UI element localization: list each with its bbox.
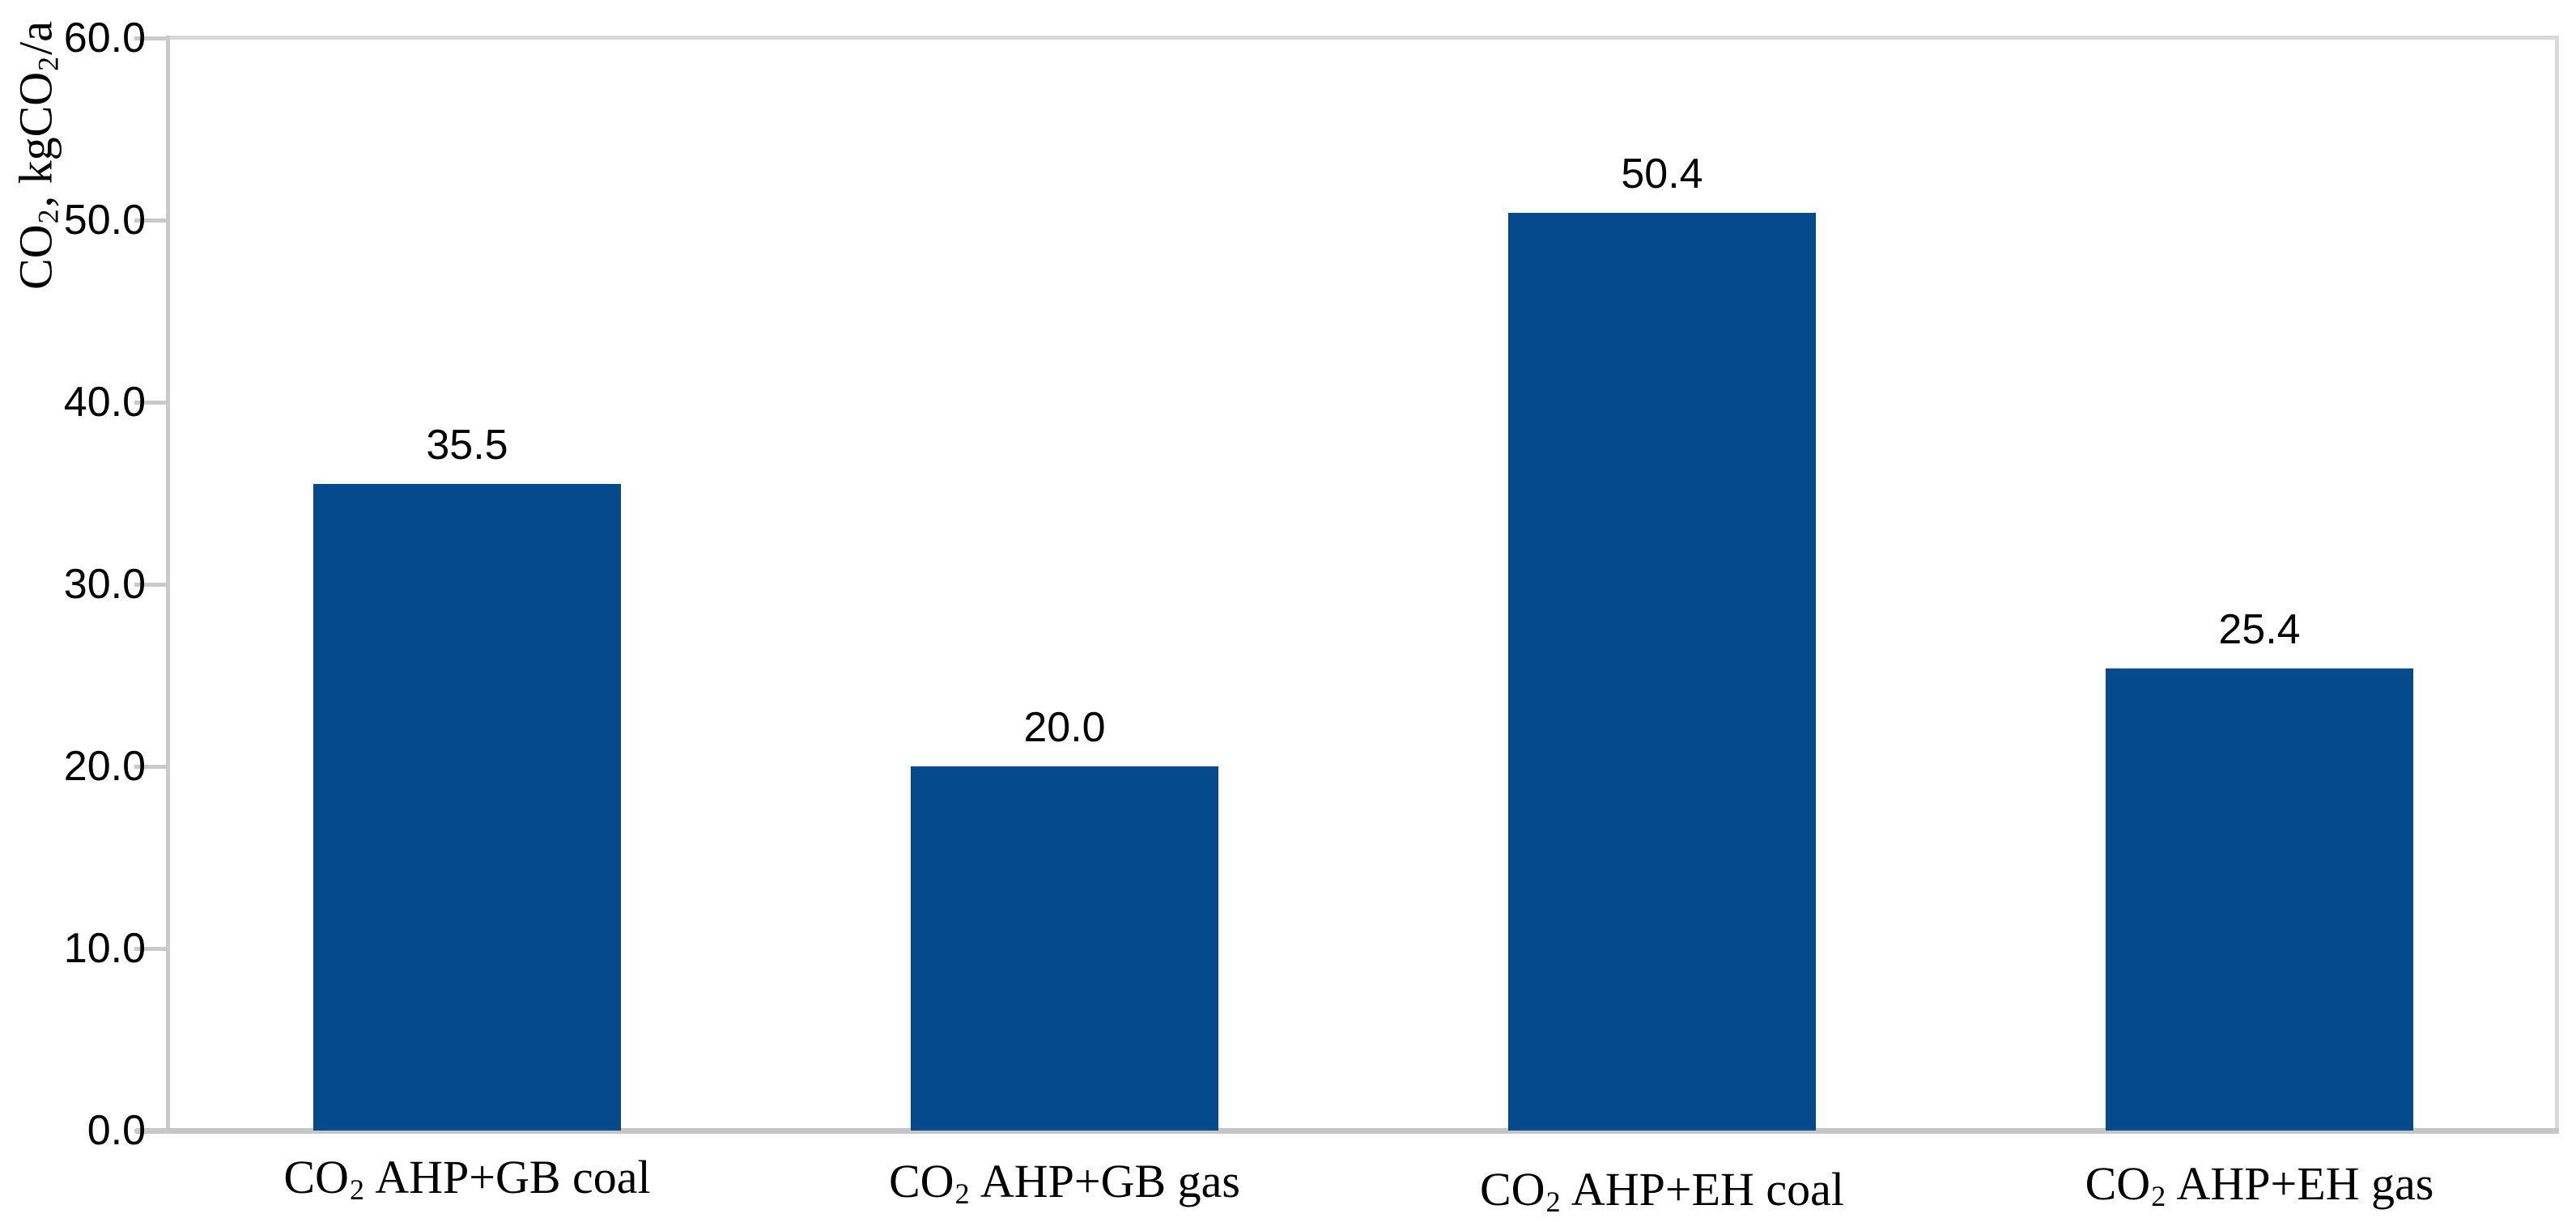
bar-value-label: 20.0 [1023, 704, 1106, 751]
y-tick-mark [134, 765, 167, 769]
y-tick-label: 0.0 [87, 1107, 146, 1154]
y-tick-label: 60.0 [63, 15, 146, 62]
bar-1 [313, 484, 621, 1131]
bar-4 [2106, 668, 2413, 1131]
plot-frame-right-border [2555, 36, 2559, 1134]
x-axis-line [136, 1128, 2559, 1134]
y-tick-label: 50.0 [63, 197, 146, 244]
y-tick-label: 10.0 [63, 925, 146, 972]
y-tick-mark [134, 947, 167, 951]
y-axis-title: CO2, kgCO2/a [9, 21, 65, 290]
y-tick-mark [134, 583, 167, 587]
bar-3 [1508, 213, 1816, 1131]
y-tick-mark [134, 36, 167, 40]
y-axis-line [166, 36, 170, 1131]
y-tick-mark [134, 1129, 167, 1133]
x-category-label: CO2 AHP+GB coal [283, 1151, 651, 1206]
bar-2 [911, 766, 1218, 1131]
bar-value-label: 25.4 [2218, 606, 2301, 653]
y-tick-mark [134, 401, 167, 405]
y-tick-mark [134, 219, 167, 223]
y-tick-label: 40.0 [63, 379, 146, 426]
x-category-label: CO2 AHP+GB gas [889, 1155, 1240, 1210]
bar-value-label: 50.4 [1621, 151, 1703, 197]
bar-value-label: 35.5 [426, 422, 508, 469]
x-category-label: CO2 AHP+EH coal [1479, 1163, 1844, 1218]
y-tick-label: 20.0 [63, 743, 146, 790]
y-tick-label: 30.0 [63, 561, 146, 608]
plot-frame-top-border [166, 36, 2559, 40]
x-category-label: CO2 AHP+EH gas [2085, 1157, 2434, 1212]
